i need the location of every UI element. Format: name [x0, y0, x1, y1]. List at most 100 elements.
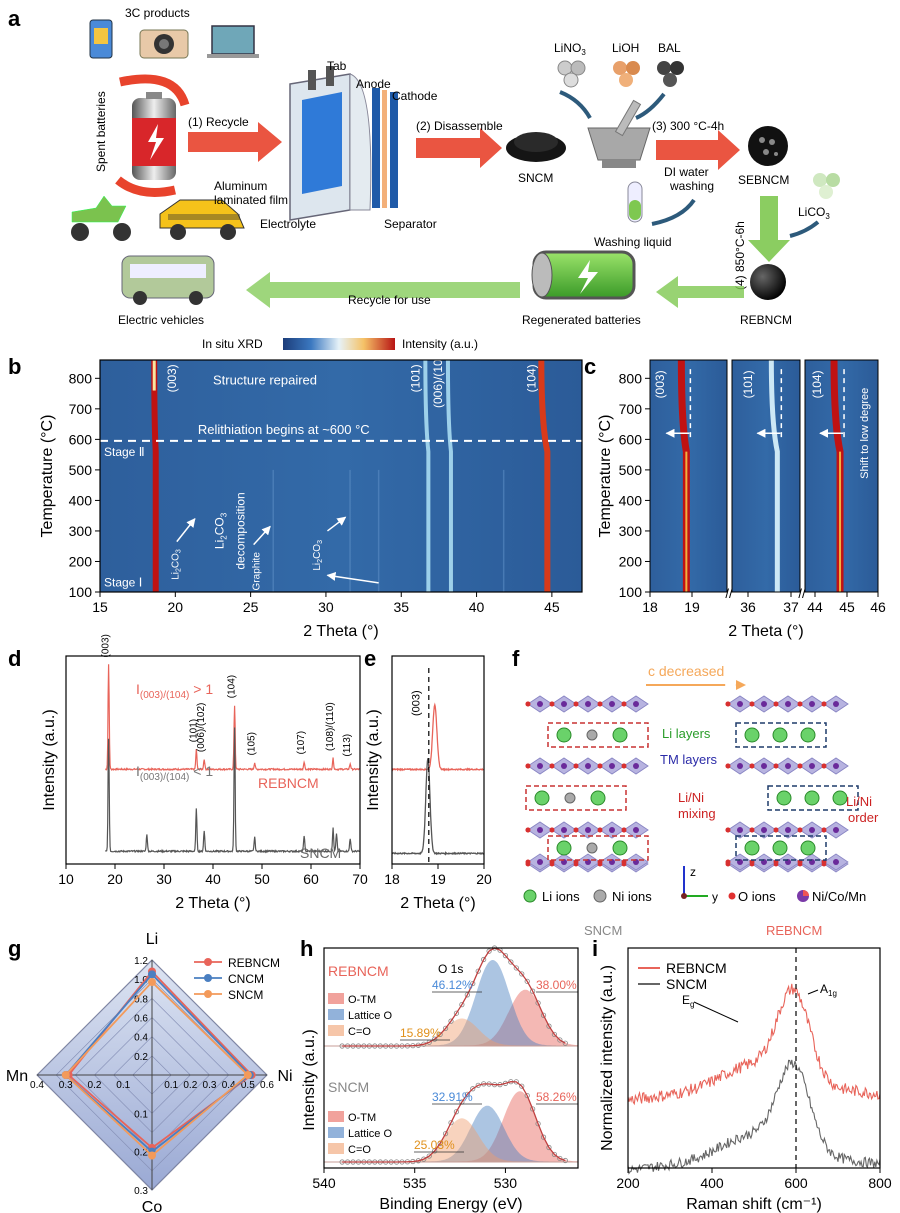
li-ion — [556, 727, 572, 743]
regenerated-label: Regenerated batteries — [522, 313, 641, 327]
li-ion — [744, 840, 760, 856]
o-ion — [725, 859, 731, 865]
panel-b-plot: (003) (101) (006)/(102) (104) Structure repa… — [39, 349, 583, 640]
li-tick-label: 1.2 — [134, 956, 148, 967]
washing-arrow — [651, 198, 696, 226]
li-tick-label: 0.6 — [134, 1014, 148, 1025]
y-tick-label: 300 — [619, 523, 643, 539]
x-tick-label: 530 — [494, 1175, 518, 1191]
legend-swatch — [328, 1009, 344, 1020]
heating-arrow — [656, 130, 740, 170]
rebncm-pattern — [105, 664, 360, 772]
li2co3-arrow-3 — [326, 571, 379, 584]
relithiation-label: Relithiation begins at ~600 °C — [198, 422, 370, 437]
data-point — [562, 1157, 568, 1164]
o-ion — [773, 827, 779, 833]
recycle-use-label: Recycle for use — [348, 293, 431, 307]
tm-ion — [833, 827, 839, 833]
o-ion — [773, 763, 779, 769]
li-ion — [832, 790, 848, 806]
percentage-label: 32.91% — [432, 1090, 473, 1104]
tm-ion — [761, 763, 767, 769]
tm-ion — [633, 701, 639, 707]
axis-break-mark: // — [798, 586, 806, 601]
layer-box — [735, 835, 827, 861]
o-ion — [725, 701, 731, 707]
data-point — [470, 980, 476, 987]
x-tick-label: 600 — [784, 1175, 808, 1191]
cycle-arrow-icon — [119, 74, 190, 107]
panel-e: e (003) 18 19 202 Theta (°) Intensity (a.u.) — [364, 646, 492, 912]
data-point — [551, 1031, 558, 1038]
disassemble-arrow — [416, 128, 502, 168]
y-axis-label: Temperature (°C) — [39, 415, 56, 538]
li-ion — [612, 727, 628, 743]
mn-tick-label: 0.3 — [59, 1080, 73, 1091]
li-ion — [800, 727, 816, 743]
axis-label-ni: Ni — [277, 1068, 292, 1085]
core-level-label: O 1s — [438, 962, 463, 976]
li-tick-label: 0.4 — [134, 1033, 148, 1044]
data-point — [546, 1144, 552, 1151]
data-point — [442, 1131, 449, 1137]
plot-frame — [323, 947, 579, 1169]
tm-ion — [809, 827, 815, 833]
x-tick-label: 45 — [544, 599, 560, 615]
ni-tick-label: 0.2 — [183, 1080, 197, 1091]
x-tick-label: 200 — [616, 1175, 640, 1191]
panel-g: g 0.20.40.60.81.01.20.1 0.2 0.3 0.4 0.5 0.60.… — [6, 931, 293, 1213]
bal-spheres-icon — [657, 61, 684, 87]
data-point — [481, 956, 487, 963]
x-tick-label: 37 — [783, 599, 799, 615]
raman-rebncm — [627, 983, 881, 1106]
series-label-sncm: SNCM — [300, 845, 341, 861]
legend-ni-ions: Ni ions — [612, 889, 652, 904]
tm-ion — [561, 701, 567, 707]
x-tick-label: 10 — [58, 871, 74, 887]
ni-tick-label: 0.6 — [260, 1080, 274, 1091]
o-ion — [597, 763, 603, 769]
legend-swatch — [328, 1127, 344, 1138]
graphite-arrow — [253, 525, 271, 546]
peak-label: (104) — [227, 675, 238, 698]
li-tick-label: 0.8 — [134, 994, 148, 1005]
x-tick-label: 70 — [352, 871, 368, 887]
spent-batteries-label: Spent batteries — [94, 91, 108, 172]
axis-label-co: Co — [142, 1199, 163, 1213]
x-axis-label: 2 Theta (°) — [303, 623, 378, 640]
panel-d-plot: (003) (101)(006)/(102) (104) (105) (107) (108… — [41, 634, 368, 912]
o-ion — [621, 701, 627, 707]
x-tick-label: 15 — [92, 599, 108, 615]
ev-label: Electric vehicles — [118, 313, 204, 327]
reagent-bal: BAL — [658, 41, 681, 55]
li-ion — [590, 790, 606, 806]
washing-liquid-label: Washing liquid — [594, 235, 672, 249]
layer-box — [547, 722, 649, 748]
o-ion — [573, 701, 579, 707]
plot-frame — [804, 359, 879, 593]
anode-label: Anode — [356, 77, 391, 91]
legend-marker — [204, 990, 212, 998]
layer-box — [735, 722, 827, 748]
peak-label: (107) — [296, 731, 307, 754]
panel-h: h REBNCM 38.00% 46.12% 15.89% O-TM Lattice O C… — [300, 936, 579, 1213]
tm-ion — [561, 827, 567, 833]
peak-label: (006)/(102) — [431, 349, 445, 408]
peak-label: (101) — [741, 370, 755, 398]
camera-icon — [139, 29, 189, 59]
data-point — [530, 1106, 536, 1112]
peak-label: (101) — [188, 719, 199, 742]
x-tick-label: 40 — [205, 871, 221, 887]
lico3-arrow — [789, 220, 820, 238]
tm-ion — [609, 763, 615, 769]
y-tick-label: 200 — [619, 553, 643, 569]
sebncm-label: SEBNCM — [738, 173, 789, 187]
o-ion — [725, 763, 731, 769]
x-axis-label: 2 Theta (°) — [728, 623, 803, 640]
lico3-spheres-icon — [813, 173, 840, 199]
data-point — [426, 1153, 432, 1159]
panel-label-c: c — [584, 354, 596, 379]
scooter-icon — [71, 195, 131, 241]
legend-label: Lattice O — [348, 1128, 392, 1140]
stage1-label: Stage Ⅰ — [104, 576, 142, 590]
